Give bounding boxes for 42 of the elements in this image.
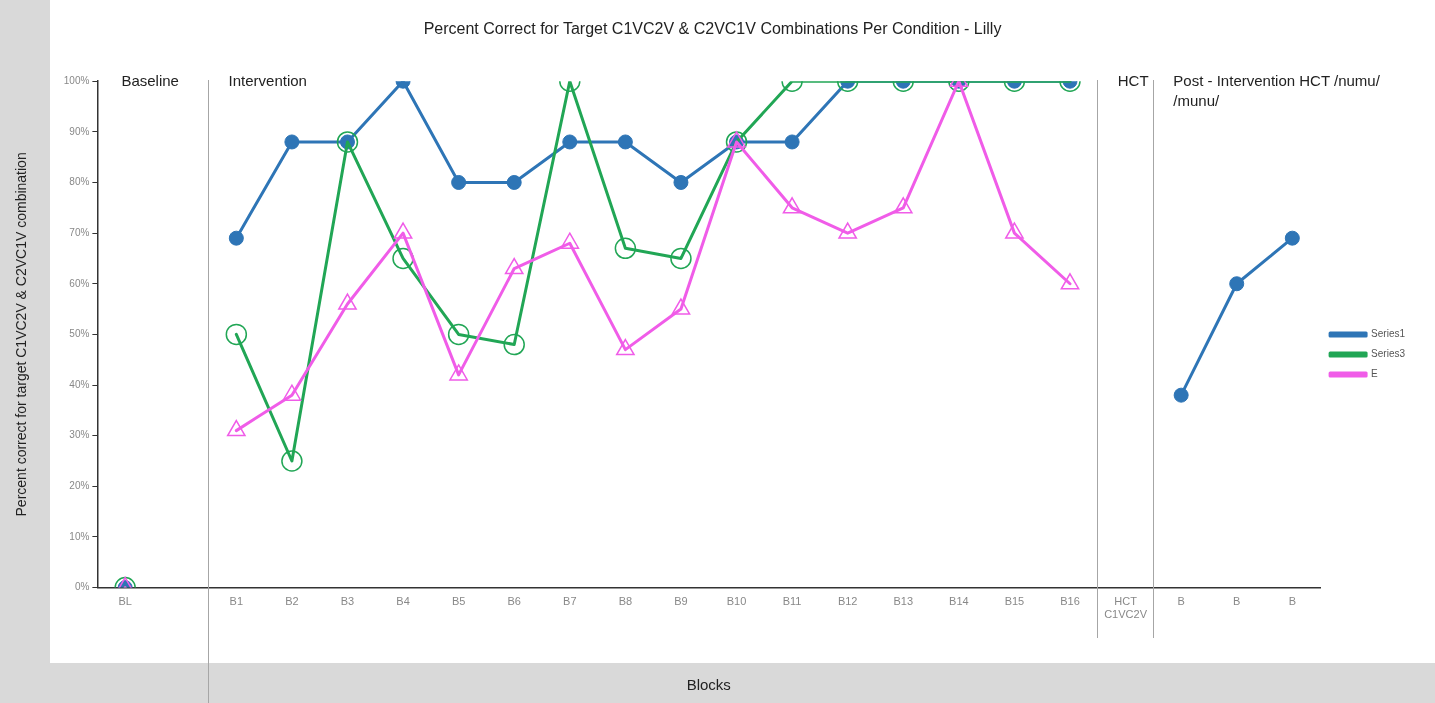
- x-tick-label: B1: [229, 595, 244, 608]
- y-tick-label: 70%: [69, 226, 90, 238]
- legend-label: Series3: [1371, 348, 1406, 360]
- x-tick-label: B7: [563, 595, 577, 608]
- y-tick-label: 60%: [69, 277, 90, 289]
- x-tick-label: B9: [674, 595, 688, 608]
- annotation: HCT: [1117, 72, 1149, 89]
- x-tick-label: B11: [782, 595, 802, 608]
- legend-label: Series1: [1371, 328, 1406, 340]
- x-tick-label: B5: [451, 595, 466, 608]
- y-tick-label: 100%: [63, 74, 90, 86]
- y-tick-label: 90%: [69, 125, 90, 137]
- y-axis-title: Percent correct for target C1VC2V & C2VC1V combination: [13, 152, 30, 517]
- x-tick-label: B8: [618, 595, 633, 608]
- x-tick-label: B14: [949, 595, 969, 608]
- x-tick-label: B: [1233, 595, 1241, 608]
- annotation: Intervention: [228, 72, 307, 89]
- x-tick-label: HCT C1VC2V: [1104, 595, 1148, 621]
- x-tick-label: B6: [507, 595, 521, 608]
- y-tick-label: 40%: [69, 378, 90, 390]
- x-tick-label: B3: [340, 595, 355, 608]
- y-tick-label: 0%: [74, 581, 90, 593]
- annotation: Post - Intervention HCT /numu/ /munu/: [1173, 72, 1381, 109]
- x-tick-label: B13: [893, 595, 914, 608]
- x-tick-label: B10: [726, 595, 747, 608]
- y-tick-label: 30%: [69, 429, 90, 441]
- x-axis-title: Blocks: [686, 676, 731, 694]
- y-tick-label: 80%: [69, 176, 90, 188]
- y-tick-label: 50%: [69, 328, 90, 340]
- annotation: Baseline: [121, 72, 179, 89]
- x-tick-label: B4: [396, 595, 410, 608]
- y-tick-label: 20%: [69, 480, 90, 492]
- legend-label: E: [1371, 368, 1379, 380]
- x-tick-label: B15: [1004, 595, 1025, 608]
- y-tick-label: 10%: [69, 530, 90, 542]
- x-tick-label: B12: [837, 595, 858, 608]
- chart-title: Percent Correct for Target C1VC2V & C2VC1V Combinations Per Condition - Lilly: [423, 20, 1002, 38]
- x-tick-label: B2: [285, 595, 299, 608]
- x-tick-label: B: [1288, 595, 1296, 608]
- x-tick-label: BL: [118, 595, 132, 608]
- x-tick-label: B16: [1060, 595, 1080, 608]
- x-tick-label: B: [1177, 595, 1185, 608]
